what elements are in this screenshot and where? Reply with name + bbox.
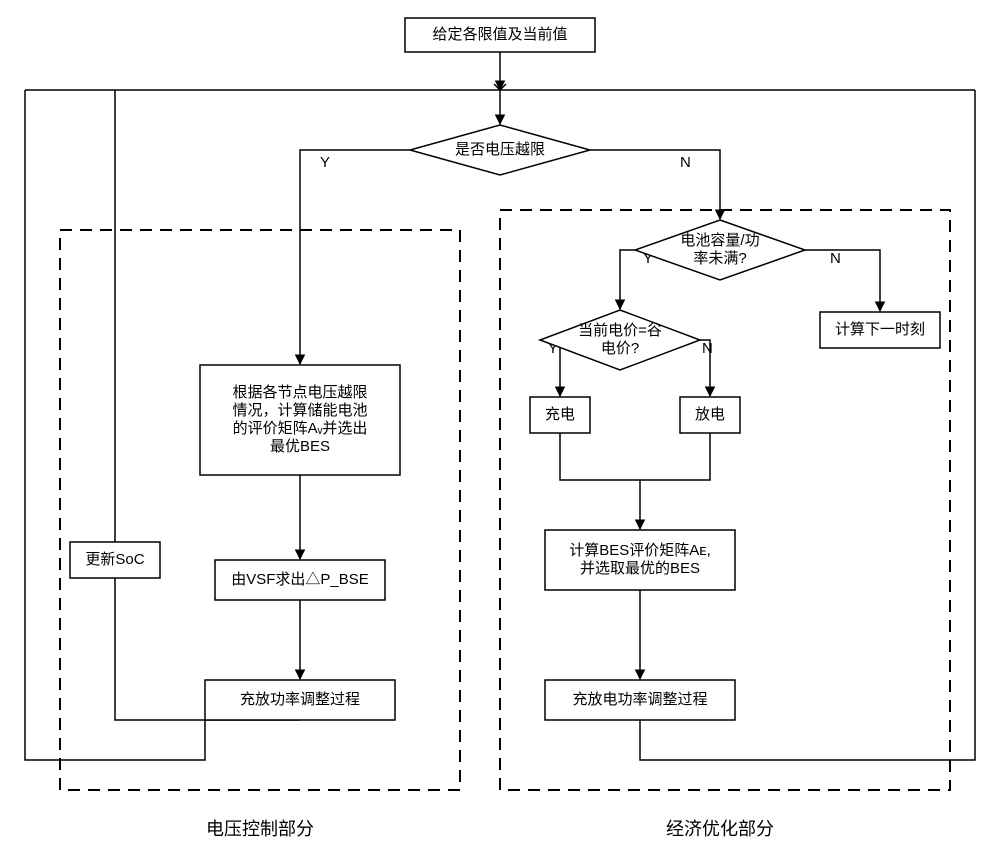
edge	[805, 250, 880, 311]
edge-label: Y	[320, 154, 330, 171]
edge-label: N	[702, 340, 713, 357]
node-label-soc: 更新SoC	[85, 551, 144, 568]
node-label-eval_v: 最优BES	[270, 438, 330, 455]
node-label-eval_e: 计算BES评价矩阵Aᴇ,	[569, 541, 711, 559]
node-label-next: 计算下一时刻	[835, 320, 925, 338]
section-title-right: 经济优化部分	[666, 819, 774, 839]
node-label-eval_v: 情况，计算储能电池	[232, 401, 367, 419]
edge-label: N	[680, 154, 691, 171]
edge	[590, 150, 720, 219]
node-label-vsf: 由VSF求出△P_BSE	[231, 571, 369, 588]
node-label-d_price: 当前电价=谷	[578, 322, 662, 339]
edge	[300, 150, 410, 364]
node-label-d_volt: 是否电压越限	[455, 141, 545, 158]
edge	[620, 250, 635, 309]
flowchart-canvas: 电压控制部分经济优化部分YNYNYN给定各限值及当前值是否电压越限电池容量/功率…	[0, 0, 1000, 850]
node-label-eval_v: 根据各节点电压越限	[232, 384, 367, 401]
edge	[640, 433, 710, 480]
node-label-adj_e: 充放电功率调整过程	[572, 691, 707, 708]
node-label-discharge: 放电	[695, 406, 725, 423]
node-label-eval_v: 的评价矩阵Aᵥ并选出	[233, 420, 368, 437]
node-label-start: 给定各限值及当前值	[432, 26, 567, 43]
section-title-left: 电压控制部分	[206, 819, 314, 839]
node-label-d_price: 电价?	[601, 340, 639, 357]
node-label-charge: 充电	[545, 406, 575, 423]
node-label-d_cap: 电池容量/功	[680, 232, 759, 249]
node-label-d_cap: 率未满?	[693, 250, 746, 267]
node-label-eval_e: 并选取最优的BES	[580, 560, 700, 577]
edge	[560, 433, 640, 480]
edge-label: N	[830, 250, 841, 267]
node-label-adj_v: 充放功率调整过程	[240, 691, 360, 708]
